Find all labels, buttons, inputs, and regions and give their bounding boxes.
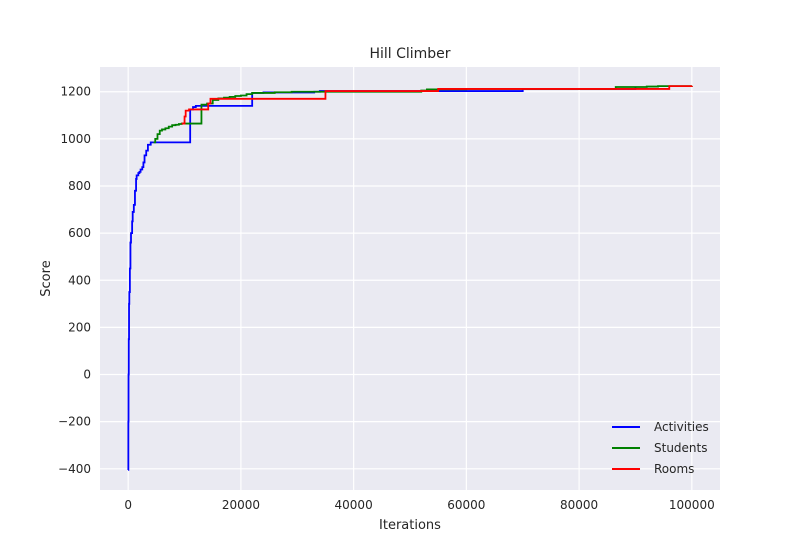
plot-area bbox=[100, 67, 720, 490]
x-tick-label: 100000 bbox=[669, 498, 715, 512]
y-tick-label: −400 bbox=[58, 462, 91, 476]
y-tick-label: 1000 bbox=[60, 132, 91, 146]
y-tick-label: 400 bbox=[68, 273, 91, 287]
series-line-rooms bbox=[181, 85, 693, 125]
y-axis-label: Score bbox=[39, 260, 54, 296]
y-tick-label: 0 bbox=[83, 368, 91, 382]
y-tick-label: 800 bbox=[68, 179, 91, 193]
x-tick-label: 60000 bbox=[447, 498, 485, 512]
legend: Activities Students Rooms bbox=[612, 420, 709, 476]
legend-label-rooms: Rooms bbox=[654, 462, 694, 476]
y-tick-label: 600 bbox=[68, 226, 91, 240]
series-layer bbox=[127, 85, 693, 471]
y-tick-label: −200 bbox=[58, 415, 91, 429]
x-tick-label: 20000 bbox=[222, 498, 260, 512]
x-tick-labels: 0 20000 40000 60000 80000 100000 bbox=[124, 498, 714, 512]
y-tick-labels: −400 −200 0 200 400 600 800 1000 1200 bbox=[58, 85, 91, 476]
x-tick-label: 80000 bbox=[560, 498, 598, 512]
chart-title: Hill Climber bbox=[369, 46, 450, 62]
y-tick-label: 1200 bbox=[60, 85, 91, 99]
x-axis-label: Iterations bbox=[379, 518, 441, 533]
legend-label-activities: Activities bbox=[654, 420, 709, 434]
legend-label-students: Students bbox=[654, 441, 708, 455]
x-tick-label: 40000 bbox=[335, 498, 373, 512]
y-tick-label: 200 bbox=[68, 320, 91, 334]
x-tick-label: 0 bbox=[124, 498, 132, 512]
